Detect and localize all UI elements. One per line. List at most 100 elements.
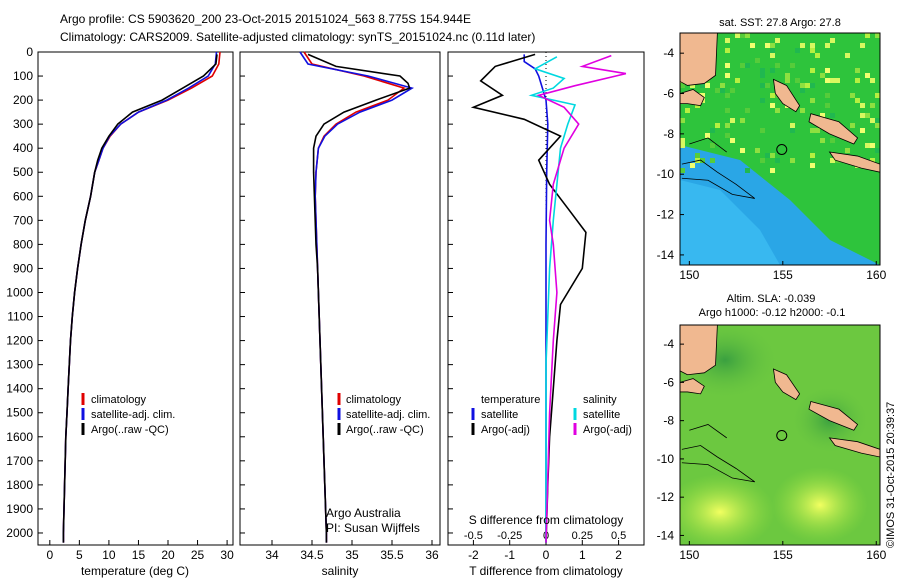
- s-diff-tick-label: 0.25: [572, 530, 593, 542]
- sst-pixel: [765, 43, 770, 48]
- x-tick-label: 34.5: [300, 548, 324, 562]
- salinity-series: [299, 51, 415, 543]
- sst-pixel: [715, 88, 720, 93]
- sst-pixel: [845, 148, 850, 153]
- map-y-tick-label: -4: [663, 46, 674, 60]
- sst-pixel: [860, 103, 865, 108]
- sst-pixel: [760, 83, 765, 88]
- sla-reef-outline: [681, 445, 755, 483]
- sla-map-frame: [679, 324, 881, 546]
- sst-new-guinea-land: [680, 33, 718, 86]
- sla-high-region: [680, 474, 775, 545]
- sst-pixel: [725, 38, 730, 43]
- map-x-tick-label: 155: [773, 548, 793, 562]
- sla-argo-position-marker: [776, 429, 788, 441]
- legend-s-argo-label: Argo(-adj): [583, 424, 632, 436]
- sst-pixel: [865, 73, 870, 78]
- sst-cool-region: [680, 180, 780, 265]
- sst-pixel: [850, 123, 855, 128]
- x-tick-label: 25: [191, 548, 205, 562]
- sst-pixel: [690, 163, 695, 168]
- sst-pixel: [860, 128, 865, 133]
- sst-pixel: [680, 118, 685, 123]
- salinity-x-ticks: 34 34.5 35 35.5 36: [265, 540, 439, 562]
- sst-map-title: sat. SST: 27.8 Argo: 27.8: [719, 17, 841, 29]
- sst-pixel: [795, 48, 800, 53]
- sst-pixel: [810, 163, 815, 168]
- sst-pixel: [825, 103, 830, 108]
- sst-pixel: [765, 153, 770, 158]
- legend-salinity-title: salinity: [583, 394, 617, 406]
- sst-pixel: [760, 128, 765, 133]
- depth-tick-label: 600: [13, 189, 33, 203]
- sst-pixel: [735, 78, 740, 83]
- sla-solomons-land: [808, 401, 859, 431]
- map-x-tick-label: 155: [773, 268, 793, 282]
- x-tick-label: 15: [132, 548, 146, 562]
- map-y-tick-label: -6: [663, 87, 674, 101]
- sst-pixel: [725, 108, 730, 113]
- sst-pixel: [800, 108, 805, 113]
- sla-reef-outline: [689, 424, 727, 439]
- map-x-tick-label: 160: [866, 268, 886, 282]
- map-y-tick-label: -10: [657, 452, 675, 466]
- sst-pixel: [760, 158, 765, 163]
- sst-pixel: [830, 158, 835, 163]
- sst-pixel: [770, 48, 775, 53]
- map-y-tick-label: -8: [663, 127, 674, 141]
- map-y-tick-label: -6: [663, 375, 674, 389]
- depth-tick-label: 1300: [6, 358, 33, 372]
- sst-pixel: [770, 103, 775, 108]
- depth-tick-label: 400: [13, 141, 33, 155]
- series-line: [62, 54, 218, 543]
- sst-pixel: [750, 43, 755, 48]
- sst-reef-outline: [689, 137, 727, 153]
- sst-reef-outline: [681, 159, 756, 199]
- depth-tick-label: 100: [13, 69, 33, 83]
- sst-pixel: [770, 168, 775, 173]
- temperature-x-ticks: 0 5 10 15 20 25 30: [46, 540, 234, 562]
- difference-series: [470, 53, 627, 543]
- sst-pixel: [830, 138, 835, 143]
- sst-pixel: [715, 123, 720, 128]
- sst-pixel: [845, 53, 850, 58]
- x-tick-label: 1: [579, 548, 586, 562]
- x-tick-label: 5: [76, 548, 83, 562]
- salinity-panel: 34 34.5 35 35.5 36 salinity climatology sate…: [239, 51, 441, 578]
- sla-guadalcanal-land: [828, 437, 880, 458]
- x-tick-label: 35.5: [380, 548, 404, 562]
- series-line: [523, 54, 549, 543]
- sst-pixel: [810, 43, 815, 48]
- legend-t-argo-label: Argo(-adj): [481, 424, 530, 436]
- sst-pixel: [725, 93, 730, 98]
- sst-pixel: [865, 33, 870, 38]
- credit-pi: PI: Susan Wijffels: [326, 521, 420, 535]
- header-line-1: Argo profile: CS 5903620_200 23-Oct-2015…: [60, 12, 471, 26]
- sla-bougainville-land: [772, 368, 801, 401]
- sst-pixel: [755, 148, 760, 153]
- sst-pixel: [870, 158, 875, 163]
- sla-map-ticks: 150 155 160 -4 -6 -8 -10 -12 -14: [657, 337, 887, 562]
- sst-argo-position-marker: [776, 144, 788, 156]
- sst-pixel: [820, 138, 825, 143]
- sst-guadalcanal-land: [828, 151, 880, 173]
- temperature-xlabel: temperature (deg C): [81, 564, 189, 578]
- legend-s-satellite-label: satellite: [583, 409, 620, 421]
- sst-pixel: [775, 38, 780, 43]
- difference-legend: temperature satellite Argo(-adj) salinit…: [471, 394, 632, 436]
- sst-pixel: [745, 33, 750, 38]
- sst-pixel: [740, 63, 745, 68]
- depth-tick-label: 1400: [6, 382, 33, 396]
- sst-pixel: [855, 68, 860, 73]
- credit-org: Argo Australia: [326, 506, 401, 520]
- sst-pixel: [785, 73, 790, 78]
- sst-bougainville-land: [772, 78, 801, 113]
- depth-tick-label: 1600: [6, 430, 33, 444]
- sst-pixel: [695, 153, 700, 158]
- salinity-xlabel: salinity: [322, 564, 359, 578]
- sst-pixel: [810, 68, 815, 73]
- series-line: [528, 56, 577, 543]
- difference-xlabel-bottom: T difference from climatology: [469, 564, 623, 578]
- sst-pixel: [710, 128, 715, 133]
